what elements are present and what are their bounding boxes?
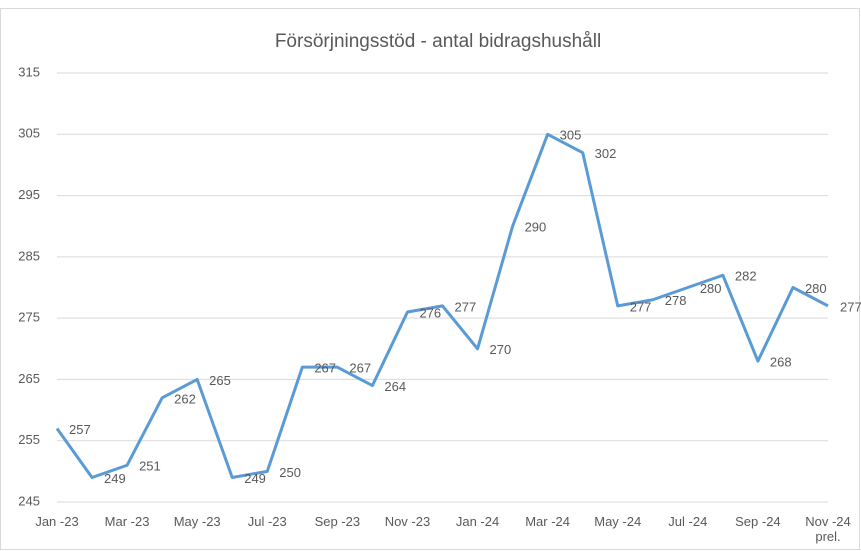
data-label: 262 xyxy=(174,391,196,406)
x-tick-label: May -24 xyxy=(594,514,642,529)
x-tick-label: Mar -23 xyxy=(104,514,150,529)
data-label: 276 xyxy=(419,305,441,320)
x-tick-label: Nov -23 xyxy=(384,514,431,529)
y-tick-label: 285 xyxy=(18,248,40,263)
y-tick-label: 295 xyxy=(18,187,40,202)
x-tick-label: Jul -23 xyxy=(247,514,287,529)
data-label: 302 xyxy=(595,146,617,161)
data-label: 267 xyxy=(349,361,371,376)
data-label: 251 xyxy=(139,459,161,474)
x-tick-label: Jan -23 xyxy=(35,514,79,529)
x-tick-label: Sep -23 xyxy=(314,514,361,529)
data-label: 277 xyxy=(630,299,652,314)
y-tick-label: 265 xyxy=(18,371,40,386)
chart-frame xyxy=(0,8,860,550)
data-label: 290 xyxy=(525,220,547,235)
x-tick-label: Sep -24 xyxy=(735,514,781,529)
data-label: 249 xyxy=(244,471,266,486)
y-tick-label: 255 xyxy=(18,432,40,447)
data-label: 249 xyxy=(104,471,126,486)
y-tick-label: 315 xyxy=(18,64,40,79)
y-tick-label: 275 xyxy=(18,310,40,325)
data-label: 270 xyxy=(490,342,512,357)
data-label: 264 xyxy=(384,379,406,394)
x-tick-label: Jan -24 xyxy=(455,514,500,529)
x-tick-label: Jul -24 xyxy=(668,514,708,529)
data-label: 278 xyxy=(665,293,687,308)
x-tick-label: Nov -24 prel. xyxy=(805,514,851,544)
y-tick-label: 245 xyxy=(18,493,40,508)
data-label: 267 xyxy=(314,361,336,376)
data-label: 277 xyxy=(455,299,477,314)
data-label: 277 xyxy=(840,299,861,314)
x-tick-label: Mar -24 xyxy=(525,514,571,529)
chart-title: Försörjningsstöd - antal bidragshushåll xyxy=(275,31,601,52)
data-label: 280 xyxy=(700,281,722,296)
data-label: 257 xyxy=(69,422,91,437)
data-label: 265 xyxy=(209,373,231,388)
x-tick-label: May -23 xyxy=(173,514,221,529)
data-label: 250 xyxy=(279,465,301,480)
line xyxy=(55,132,829,479)
y-tick-label: 305 xyxy=(18,126,40,141)
data-label: 305 xyxy=(560,128,582,143)
data-label: 280 xyxy=(805,281,827,296)
data-label: 268 xyxy=(770,354,792,369)
data-label: 282 xyxy=(735,269,757,284)
